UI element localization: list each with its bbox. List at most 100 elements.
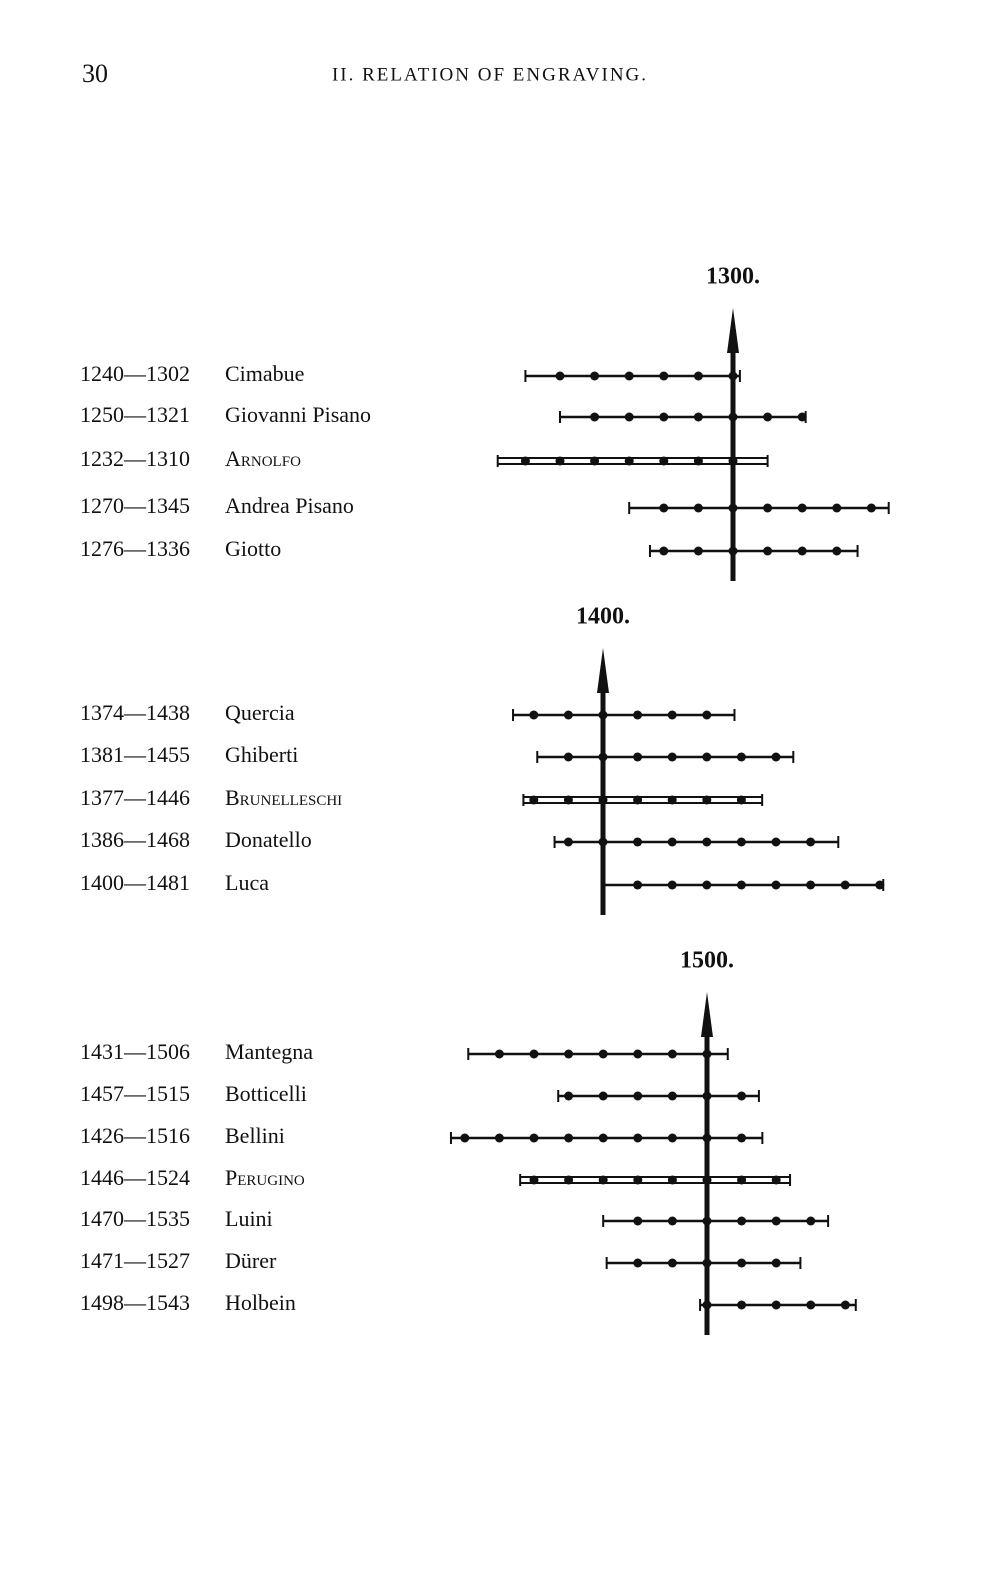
life-dates: 1386—1468 xyxy=(80,827,190,852)
life-dates: 1470—1535 xyxy=(80,1206,190,1231)
decade-dot xyxy=(520,456,530,466)
decade-dot xyxy=(555,456,565,466)
decade-dot xyxy=(728,546,738,556)
artist-name: Cimabue xyxy=(225,361,304,386)
decade-dot xyxy=(737,1175,747,1185)
decade-dot xyxy=(633,880,643,890)
life-dates: 1498—1543 xyxy=(80,1290,190,1315)
artist-name: Brunelleschi xyxy=(225,785,342,810)
decade-dot xyxy=(494,1133,504,1143)
decade-dot xyxy=(806,1300,816,1310)
decade-dot xyxy=(771,1258,781,1268)
decade-dot xyxy=(667,837,677,847)
decade-dot xyxy=(667,1133,677,1143)
artist-name: Luini xyxy=(225,1206,273,1231)
life-dates: 1240—1302 xyxy=(80,361,190,386)
decade-dot xyxy=(702,1091,712,1101)
decade-dot xyxy=(702,1175,712,1185)
life-dates: 1250—1321 xyxy=(80,402,190,427)
decade-dot xyxy=(693,503,703,513)
decade-dot xyxy=(737,1258,747,1268)
axis-arrowhead xyxy=(701,992,713,1037)
decade-dot xyxy=(771,880,781,890)
artist-name: Andrea Pisano xyxy=(225,493,354,518)
decade-dot xyxy=(659,503,669,513)
decade-dot xyxy=(598,710,608,720)
life-dates: 1400—1481 xyxy=(80,870,190,895)
decade-dot xyxy=(702,837,712,847)
decade-dot xyxy=(702,1300,712,1310)
decade-dot xyxy=(667,710,677,720)
decade-dot xyxy=(693,371,703,381)
decade-dot xyxy=(806,880,816,890)
decade-dot xyxy=(737,1091,747,1101)
century-label: 1300. xyxy=(706,264,760,290)
decade-dot xyxy=(806,1216,816,1226)
decade-dot xyxy=(529,1049,539,1059)
life-dates: 1232—1310 xyxy=(80,446,190,471)
decade-dot xyxy=(736,880,746,890)
artist-name: Giovanni Pisano xyxy=(225,402,371,427)
life-dates: 1431—1506 xyxy=(80,1039,190,1064)
decade-dot xyxy=(598,1091,608,1101)
artist-name: Holbein xyxy=(225,1290,296,1315)
decade-dot xyxy=(667,1258,677,1268)
artist-name: Donatello xyxy=(225,827,312,852)
decade-dot xyxy=(797,412,807,422)
decade-dot xyxy=(763,503,773,513)
decade-dot xyxy=(598,795,608,805)
decade-dot xyxy=(598,1049,608,1059)
decade-dot xyxy=(590,456,600,466)
artist-name: Botticelli xyxy=(225,1081,307,1106)
life-dates: 1471—1527 xyxy=(80,1248,190,1273)
decade-dot xyxy=(693,456,703,466)
century-label: 1400. xyxy=(576,604,630,630)
decade-dot xyxy=(771,752,781,762)
decade-dot xyxy=(667,752,677,762)
decade-dot xyxy=(667,1216,677,1226)
artist-name: Quercia xyxy=(225,700,295,725)
decade-dot xyxy=(598,1175,608,1185)
decade-dot xyxy=(633,1175,643,1185)
decade-dot xyxy=(494,1049,504,1059)
artist-name: Bellini xyxy=(225,1123,285,1148)
life-dates: 1374—1438 xyxy=(80,700,190,725)
decade-dot xyxy=(633,837,643,847)
decade-dot xyxy=(737,1133,747,1143)
life-dates: 1270—1345 xyxy=(80,493,190,518)
decade-dot xyxy=(633,710,643,720)
running-title: II. RELATION OF ENGRAVING. xyxy=(332,64,648,85)
decade-dot xyxy=(667,880,677,890)
decade-dot xyxy=(633,1049,643,1059)
decade-dot xyxy=(832,546,842,556)
decade-dot xyxy=(736,795,746,805)
artist-name: Perugino xyxy=(225,1165,305,1190)
decade-dot xyxy=(590,412,600,422)
decade-dot xyxy=(624,371,634,381)
decade-dot xyxy=(598,837,608,847)
decade-dot xyxy=(667,1175,677,1185)
decade-dot xyxy=(832,503,842,513)
decade-dot xyxy=(590,371,600,381)
decade-dot xyxy=(659,412,669,422)
decade-dot xyxy=(624,456,634,466)
decade-dot xyxy=(866,503,876,513)
decade-dot xyxy=(564,1133,574,1143)
decade-dot xyxy=(598,1133,608,1143)
decade-dot xyxy=(564,1049,574,1059)
century-label: 1500. xyxy=(680,948,734,974)
decade-dot xyxy=(797,546,807,556)
decade-dot xyxy=(702,1258,712,1268)
decade-dot xyxy=(806,837,816,847)
artist-name: Ghiberti xyxy=(225,742,298,767)
decade-dot xyxy=(693,546,703,556)
decade-dot xyxy=(736,752,746,762)
decade-dot xyxy=(633,1216,643,1226)
decade-dot xyxy=(771,837,781,847)
decade-dot xyxy=(633,752,643,762)
decade-dot xyxy=(659,456,669,466)
decade-dot xyxy=(555,371,565,381)
decade-dot xyxy=(737,1216,747,1226)
life-dates: 1426—1516 xyxy=(80,1123,190,1148)
decade-dot xyxy=(563,710,573,720)
